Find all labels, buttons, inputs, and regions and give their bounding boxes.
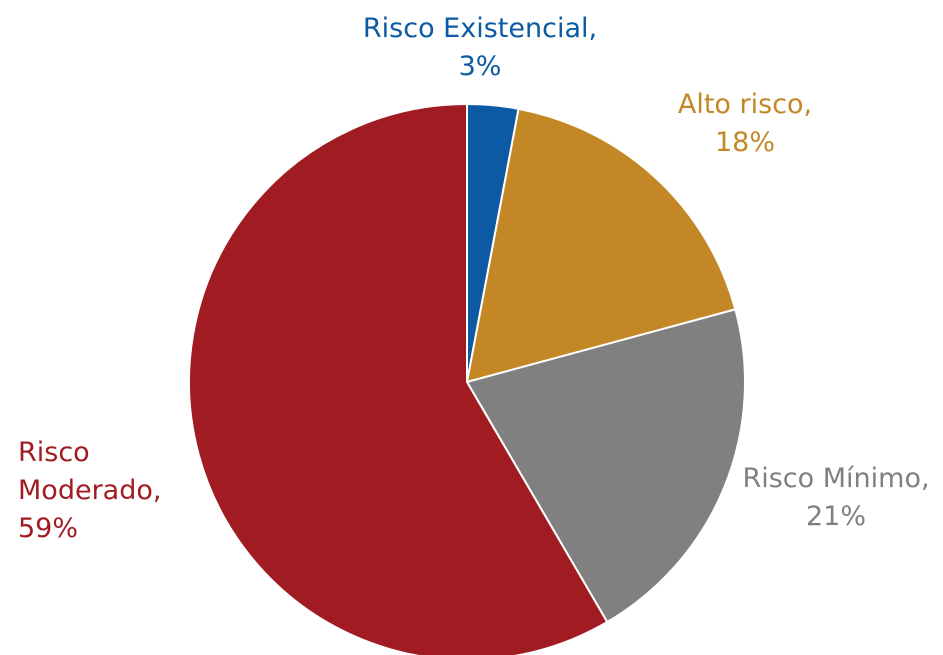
pie-slice-risco-minimo [465,308,746,624]
slice-label-risco-existencial: Risco Existencial, 3% [355,10,605,86]
pie-slice-alto-risco [465,107,737,384]
slice-label-risco-minimo: Risco Mínimo, 21% [732,460,940,536]
slice-label-percent: 59% [18,512,79,544]
slice-label-text: Moderado, [18,474,162,506]
slice-label-risco-moderado: Risco Moderado, 59% [18,434,208,547]
slice-label-alto-risco: Alto risco, 18% [640,86,850,162]
slice-label-text: Risco [18,437,90,468]
slice-label-percent: 21% [805,500,866,532]
slice-label-text: Risco Existencial, [362,13,598,44]
slice-label-text: Alto risco, [677,89,813,120]
slice-label-text: Risco Mínimo, [742,463,930,494]
slice-label-percent: 3% [458,50,502,82]
pie-slice-risco-moderado [188,102,609,655]
slice-label-percent: 18% [714,126,775,158]
